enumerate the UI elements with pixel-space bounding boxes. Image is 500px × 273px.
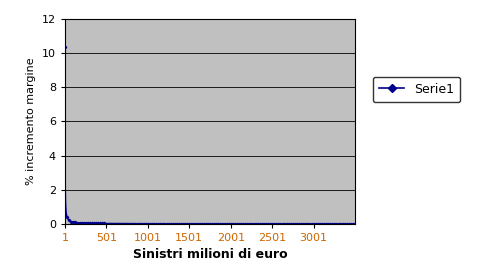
Legend: Serie1: Serie1 — [373, 76, 460, 102]
X-axis label: Sinistri milioni di euro: Sinistri milioni di euro — [132, 248, 288, 262]
Y-axis label: % incremento margine: % incremento margine — [26, 58, 36, 185]
